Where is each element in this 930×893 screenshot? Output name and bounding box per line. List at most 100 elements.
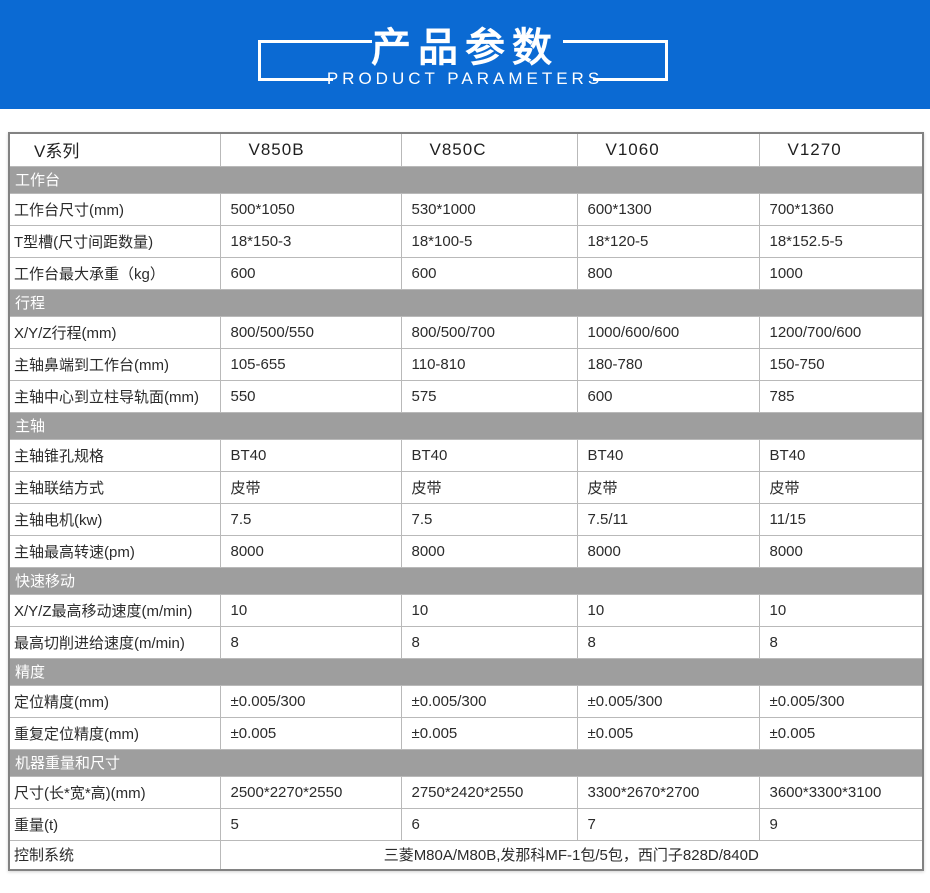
table-row: 定位精度(mm) ±0.005/300 ±0.005/300 ±0.005/300 ±0… bbox=[8, 684, 924, 718]
cell-value: ±0.005 bbox=[400, 716, 578, 750]
cell-value: 6 bbox=[400, 807, 578, 841]
cell-value: BT40 bbox=[219, 438, 402, 472]
cell-value: 800/500/550 bbox=[219, 315, 402, 349]
cell-value: 皮带 bbox=[219, 470, 402, 504]
cell-value: 10 bbox=[576, 593, 760, 627]
cell-value: BT40 bbox=[576, 438, 760, 472]
cell-value: 550 bbox=[219, 379, 402, 413]
cell-value: 皮带 bbox=[576, 470, 760, 504]
table-row: 主轴最高转速(pm) 8000 8000 8000 8000 bbox=[8, 534, 924, 568]
row-label: T型槽(尺寸间距数量) bbox=[8, 224, 221, 258]
cell-value: 1200/700/600 bbox=[758, 315, 924, 349]
parameters-table: V系列 V850B V850C V1060 V1270 工作台 工作台尺寸(mm) 500*1… bbox=[8, 132, 924, 871]
bracket-right-top-line bbox=[563, 40, 668, 43]
cell-value: 1000 bbox=[758, 256, 924, 290]
parameters-table-wrapper: V系列 V850B V850C V1060 V1270 工作台 工作台尺寸(mm) 500*1… bbox=[8, 132, 924, 871]
section-title: 主轴 bbox=[9, 411, 923, 440]
table-row: 工作台最大承重（kg） 600 600 800 1000 bbox=[8, 256, 924, 290]
row-label: X/Y/Z行程(mm) bbox=[8, 315, 221, 349]
section-header-row: 主轴 bbox=[9, 411, 923, 440]
bracket-right-bottom-line bbox=[593, 78, 668, 81]
cell-value: 1000/600/600 bbox=[576, 315, 760, 349]
table-row: 主轴联结方式 皮带 皮带 皮带 皮带 bbox=[8, 470, 924, 504]
cell-value: 18*100-5 bbox=[400, 224, 578, 258]
table-row: X/Y/Z行程(mm) 800/500/550 800/500/700 1000/60… bbox=[8, 315, 924, 349]
bracket-left-top-line bbox=[258, 40, 372, 43]
table-row: 尺寸(长*宽*高)(mm) 2500*2270*2550 2750*2420*255… bbox=[8, 775, 924, 809]
cell-value: 11/15 bbox=[758, 502, 924, 536]
cell-value: 8 bbox=[219, 625, 402, 659]
cell-value: 皮带 bbox=[758, 470, 924, 504]
cell-value: 600 bbox=[400, 256, 578, 290]
model-column-header: V1270 bbox=[758, 132, 924, 167]
row-label: 重量(t) bbox=[8, 807, 221, 841]
table-row: 主轴中心到立柱导轨面(mm) 550 575 600 785 bbox=[8, 379, 924, 413]
cell-value: ±0.005/300 bbox=[758, 684, 924, 718]
section-header-row: 精度 bbox=[9, 657, 923, 686]
row-label: 尺寸(长*宽*高)(mm) bbox=[8, 775, 221, 809]
cell-value: ±0.005 bbox=[576, 716, 760, 750]
cell-value: ±0.005 bbox=[219, 716, 402, 750]
cell-value: 600*1300 bbox=[576, 192, 760, 226]
cell-value: 600 bbox=[576, 379, 760, 413]
row-label: 主轴锥孔规格 bbox=[8, 438, 221, 472]
section-title: 行程 bbox=[9, 288, 923, 317]
table-row: 最高切削进给速度(m/min) 8 8 8 8 bbox=[8, 625, 924, 659]
table-row: X/Y/Z最高移动速度(m/min) 10 10 10 10 bbox=[8, 593, 924, 627]
cell-value: 180-780 bbox=[576, 347, 760, 381]
cell-value: 10 bbox=[758, 593, 924, 627]
table-header-row: V系列 V850B V850C V1060 V1270 bbox=[8, 132, 924, 167]
cell-value: ±0.005 bbox=[758, 716, 924, 750]
section-title: 快速移动 bbox=[9, 566, 923, 595]
cell-value: 600 bbox=[219, 256, 402, 290]
cell-value: BT40 bbox=[400, 438, 578, 472]
cell-value: 575 bbox=[400, 379, 578, 413]
control-system-value: 三菱M80A/M80B,发那科MF-1包/5包，西门子828D/840D bbox=[219, 839, 924, 871]
bracket-right-vertical-line bbox=[665, 40, 668, 81]
row-label: 最高切削进给速度(m/min) bbox=[8, 625, 221, 659]
row-label: 主轴联结方式 bbox=[8, 470, 221, 504]
cell-value: 105-655 bbox=[219, 347, 402, 381]
cell-value: 785 bbox=[758, 379, 924, 413]
cell-value: 8 bbox=[758, 625, 924, 659]
cell-value: 2500*2270*2550 bbox=[219, 775, 402, 809]
cell-value: 2750*2420*2550 bbox=[400, 775, 578, 809]
bracket-left-bottom-line bbox=[258, 78, 333, 81]
cell-value: 530*1000 bbox=[400, 192, 578, 226]
cell-value: 10 bbox=[219, 593, 402, 627]
section-title: 机器重量和尺寸 bbox=[9, 748, 923, 777]
cell-value: 800 bbox=[576, 256, 760, 290]
cell-value: 800/500/700 bbox=[400, 315, 578, 349]
row-label: X/Y/Z最高移动速度(m/min) bbox=[8, 593, 221, 627]
row-label: 工作台最大承重（kg） bbox=[8, 256, 221, 290]
table-row: 主轴锥孔规格 BT40 BT40 BT40 BT40 bbox=[8, 438, 924, 472]
cell-value: ±0.005/300 bbox=[576, 684, 760, 718]
row-label: 主轴电机(kw) bbox=[8, 502, 221, 536]
cell-value: 150-750 bbox=[758, 347, 924, 381]
section-header-row: 行程 bbox=[9, 288, 923, 317]
page-title: 产品参数 bbox=[371, 26, 559, 70]
cell-value: 8 bbox=[576, 625, 760, 659]
cell-value: 700*1360 bbox=[758, 192, 924, 226]
section-header-row: 机器重量和尺寸 bbox=[9, 748, 923, 777]
row-label: 主轴最高转速(pm) bbox=[8, 534, 221, 568]
cell-value: 8000 bbox=[576, 534, 760, 568]
section-title: 工作台 bbox=[9, 165, 923, 194]
model-column-header: V850B bbox=[219, 132, 402, 167]
section-header-row: 快速移动 bbox=[9, 566, 923, 595]
cell-value: 18*150-3 bbox=[219, 224, 402, 258]
cell-value: 18*152.5-5 bbox=[758, 224, 924, 258]
cell-value: 9 bbox=[758, 807, 924, 841]
series-column-header: V系列 bbox=[8, 132, 221, 167]
table-row: T型槽(尺寸间距数量) 18*150-3 18*100-5 18*120-5 18*15… bbox=[8, 224, 924, 258]
model-column-header: V850C bbox=[400, 132, 578, 167]
cell-value: 7.5 bbox=[400, 502, 578, 536]
cell-value: 8000 bbox=[400, 534, 578, 568]
model-column-header: V1060 bbox=[576, 132, 760, 167]
section-header-row: 工作台 bbox=[9, 165, 923, 194]
table-row: 重量(t) 5 6 7 9 bbox=[8, 807, 924, 841]
row-label: 重复定位精度(mm) bbox=[8, 716, 221, 750]
cell-value: 18*120-5 bbox=[576, 224, 760, 258]
cell-value: 7.5/11 bbox=[576, 502, 760, 536]
row-label: 主轴鼻端到工作台(mm) bbox=[8, 347, 221, 381]
